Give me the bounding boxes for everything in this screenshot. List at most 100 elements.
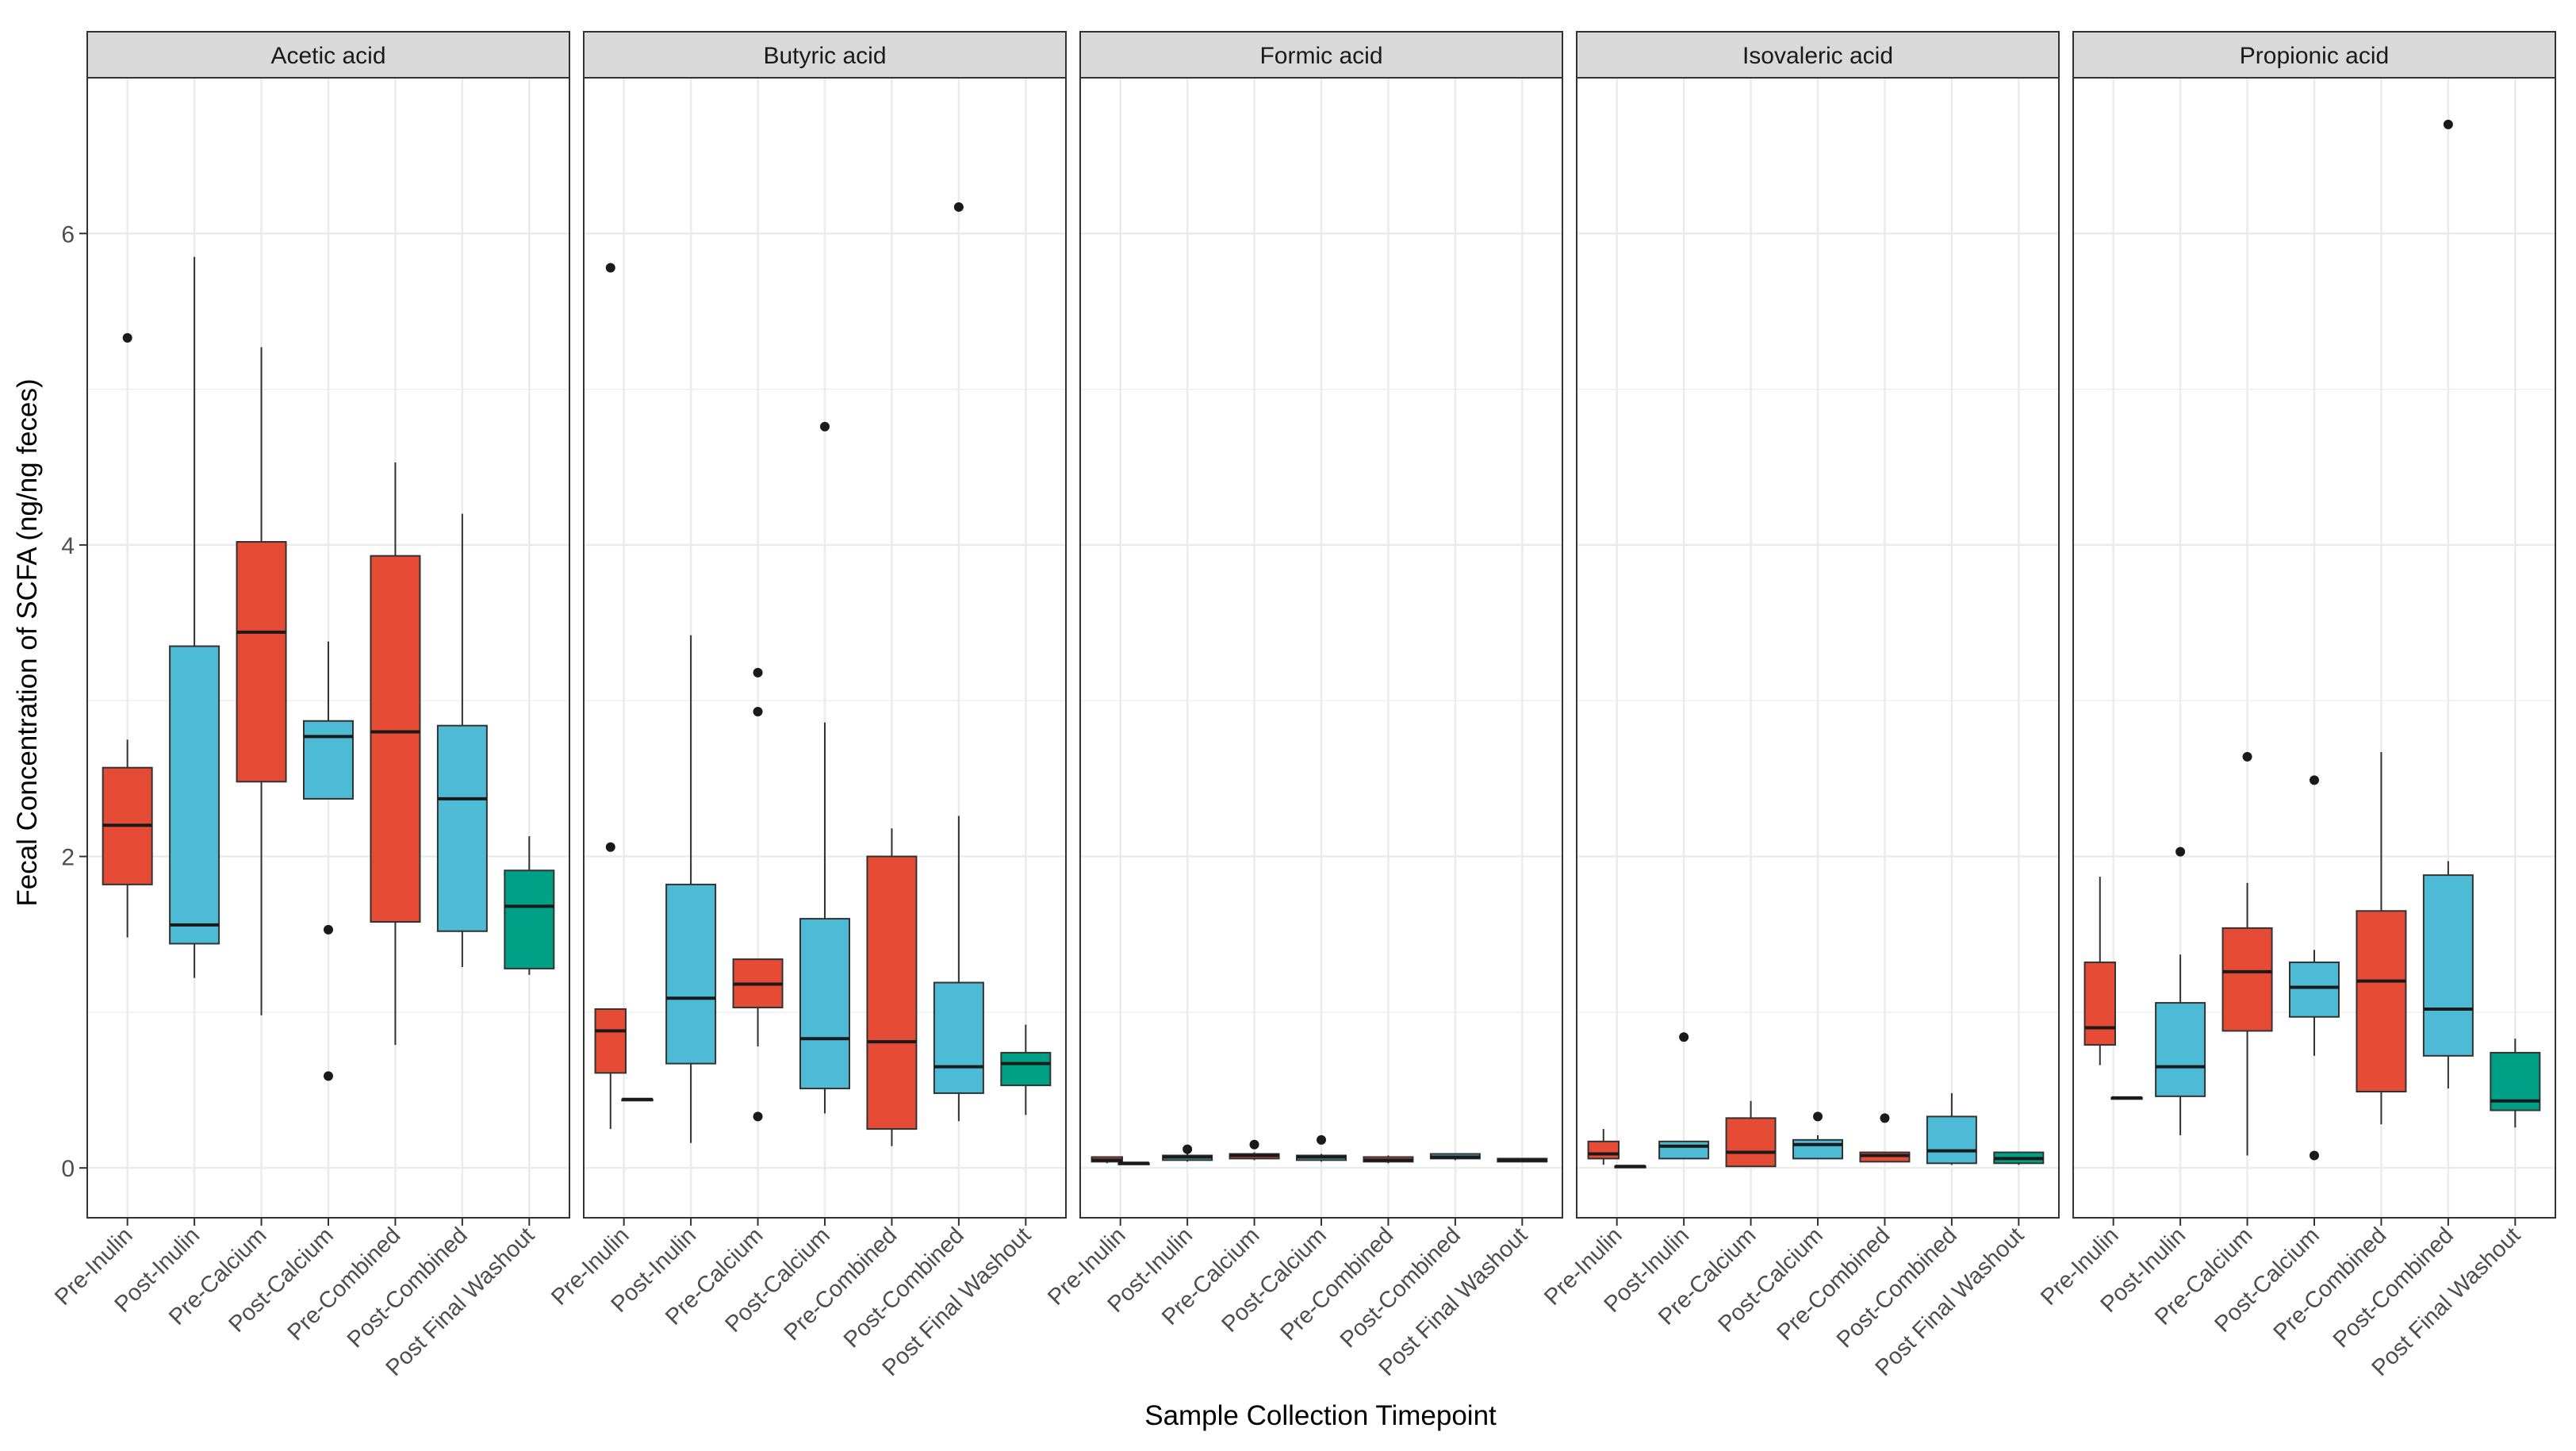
box-body (866, 855, 918, 1130)
outlier-point (753, 667, 763, 678)
outlier-point (122, 332, 132, 343)
box-element (799, 421, 850, 1114)
facet-strip-label: Butyric acid (763, 43, 886, 69)
box-body (2221, 927, 2273, 1032)
box-body (436, 724, 488, 932)
outlier-point (1317, 1134, 1326, 1145)
box-element (1725, 1100, 1777, 1168)
box-body (1792, 1138, 1843, 1160)
facet-strip-label: Propionic acid (2240, 43, 2389, 69)
y-tick-label: 0 (61, 1156, 75, 1182)
outlier-point (2175, 846, 2186, 857)
box-element (1792, 1111, 1843, 1160)
y-axis-title: Fecal Concentration of SCFA (ng/ng feces… (12, 378, 43, 906)
box-element (2490, 1038, 2541, 1128)
outlier-point (605, 263, 615, 273)
facet-strip (86, 31, 570, 79)
y-tick-label: 6 (61, 221, 75, 248)
facet-strip-label: Formic acid (1259, 43, 1382, 69)
facet-strip (2072, 31, 2556, 79)
box-body (1587, 1140, 1620, 1160)
box-element (1000, 1024, 1052, 1115)
box-element (303, 641, 354, 1081)
box-body (1725, 1117, 1777, 1168)
box-element (102, 332, 153, 938)
box-element (504, 836, 555, 975)
box-body (2422, 874, 2474, 1057)
outlier-point (1183, 1144, 1193, 1154)
box-element (1091, 1156, 1123, 1164)
box-element (1587, 1129, 1620, 1165)
box-element (1658, 1032, 1710, 1160)
box-element (1296, 1134, 1347, 1162)
box-element (169, 256, 220, 978)
outlier-point (324, 1071, 333, 1081)
box-element (1926, 1092, 1977, 1165)
box-element (866, 828, 918, 1146)
box-element (1497, 1157, 1548, 1163)
box-element (594, 263, 627, 1130)
outlier-point (2310, 775, 2319, 785)
box-element (2356, 752, 2407, 1125)
outlier-point (820, 421, 830, 432)
outlier-point (953, 202, 964, 212)
box-body (236, 541, 287, 783)
facet-strip (583, 31, 1067, 79)
facet-strip (1079, 31, 1563, 79)
box-element (665, 635, 717, 1143)
outlier-point (1679, 1032, 1689, 1042)
outlier-point (2443, 119, 2453, 129)
outlier-point (2310, 1150, 2319, 1161)
box-body (169, 645, 220, 945)
box-body (1000, 1051, 1052, 1087)
box-element (1429, 1153, 1481, 1161)
box-body (799, 918, 850, 1090)
box-element (1229, 1139, 1280, 1161)
box-body (504, 869, 555, 969)
box-body (2289, 962, 2340, 1018)
outlier-point (753, 1111, 763, 1122)
y-tick-label: 2 (61, 845, 75, 871)
box-body (1926, 1115, 1977, 1165)
box-element (236, 347, 287, 1015)
box-element (1162, 1144, 1213, 1162)
box-element (1993, 1151, 2045, 1165)
box-body (1658, 1140, 1710, 1160)
y-axis: 0 2 4 6 (61, 221, 87, 1182)
outlier-point (753, 706, 763, 716)
box-element (2221, 751, 2273, 1156)
box-element (1614, 1165, 1646, 1169)
facet-strip-label: Isovaleric acid (1742, 43, 1893, 69)
box-body (370, 555, 421, 923)
box-element (2289, 775, 2340, 1161)
outlier-point (1249, 1139, 1259, 1150)
facet-strip-label: Acetic acid (270, 43, 385, 69)
box-element (370, 462, 421, 1046)
box-body (2083, 962, 2116, 1046)
box-element (2422, 119, 2474, 1089)
outlier-point (1813, 1111, 1823, 1122)
box-element (1859, 1113, 1911, 1163)
y-tick-label: 4 (61, 533, 75, 559)
box-element (2155, 846, 2206, 1135)
outlier-point (2242, 751, 2252, 762)
facet-strip (1576, 31, 2060, 79)
box-element (1363, 1155, 1414, 1164)
box-element (732, 667, 784, 1122)
box-body (594, 1008, 627, 1074)
outlier-point (605, 842, 615, 852)
box-element (1117, 1161, 1150, 1165)
box-element (621, 1097, 654, 1102)
outlier-point (324, 924, 333, 935)
box-body (933, 981, 984, 1094)
box-element (933, 202, 984, 1122)
box-body (2155, 1002, 2206, 1097)
box-element (436, 513, 488, 967)
outlier-point (1880, 1113, 1890, 1123)
box-body (665, 883, 717, 1065)
x-axis-title: Sample Collection Timepoint (1144, 1400, 1497, 1431)
box-body (303, 720, 354, 800)
